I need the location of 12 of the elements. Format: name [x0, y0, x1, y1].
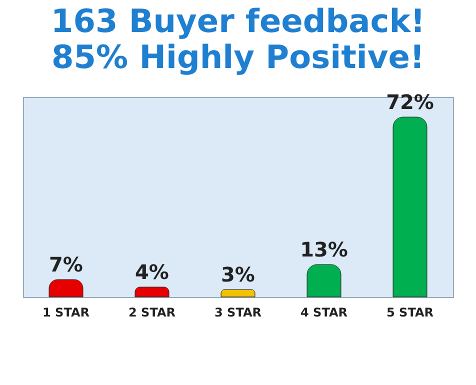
data-label: 13%: [300, 238, 348, 262]
data-label: 7%: [49, 252, 83, 276]
x-tick-label: 3 STAR: [214, 306, 262, 320]
x-tick-label: 4 STAR: [300, 306, 348, 320]
x-tick-label: 1 STAR: [42, 306, 90, 320]
chart-title: 163 Buyer feedback!: [50, 2, 426, 40]
x-tick-label: 2 STAR: [128, 306, 176, 320]
x-tick-label: 5 STAR: [386, 306, 434, 320]
chart-subtitle: 85% Highly Positive!: [51, 38, 425, 76]
data-label: 72%: [386, 90, 434, 114]
data-label: 3%: [221, 262, 255, 286]
data-label: 4%: [135, 260, 169, 284]
